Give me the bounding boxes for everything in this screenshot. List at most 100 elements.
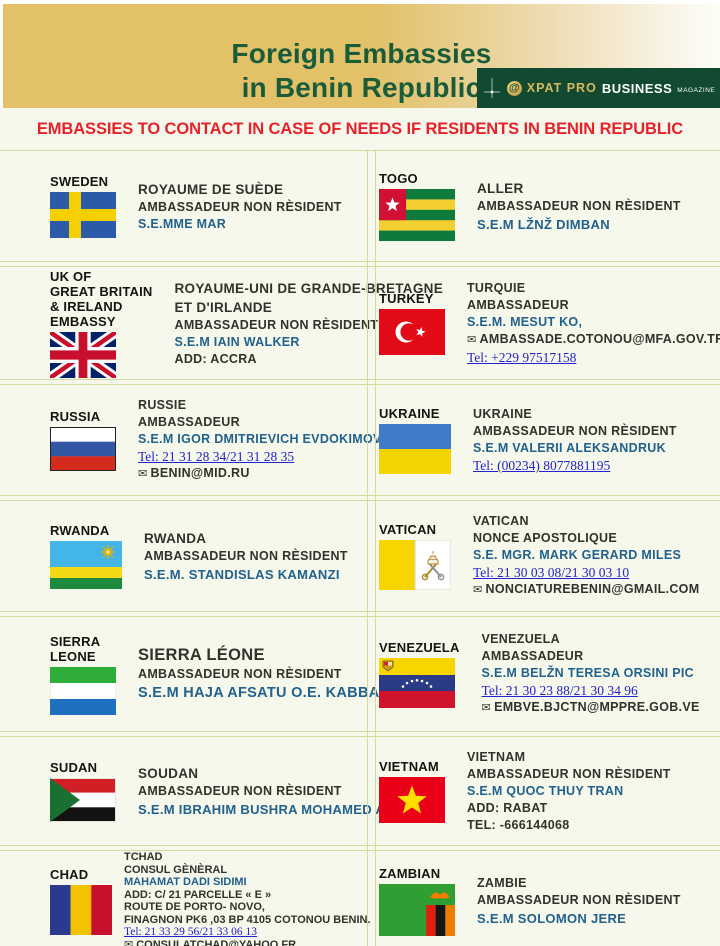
embassy-cell-rwanda: RWANDA RWANDA AMBASSADEUR NON RÈSIDENT S.E.… bbox=[0, 501, 367, 611]
embassy-details: UKRAINE AMBASSADEUR NON RÈSIDENT S.E.M VAL… bbox=[473, 406, 677, 474]
flag-label-block: UKRAINE bbox=[379, 406, 451, 474]
embassy-cell-sudan: SUDAN SOUDAN AMBASSADEUR NON RÈSIDENT S.E.M… bbox=[0, 737, 397, 845]
tel-link[interactable]: Tel: (00234) 8077881195 bbox=[473, 458, 611, 473]
embassy-line: AMBASSADEUR bbox=[467, 298, 569, 312]
embassy-line: ALLER bbox=[477, 180, 524, 196]
embassy-line: AMBASSADEUR NON RÈSIDENT bbox=[477, 892, 681, 907]
embassy-cell-russia: RUSSIA RUSSIE AMBASSADEUR S.E.M IGOR DMITRI… bbox=[0, 385, 381, 495]
embassy-line: S.E.M. STANDISLAS KAMANZI bbox=[144, 566, 340, 582]
embassy-cell-togo: TOGO ALLER AMBASSADEUR NON RÈSIDENT S.E.M L… bbox=[367, 151, 720, 261]
tel-link[interactable]: Tel: 21 31 28 34/21 31 28 35 bbox=[138, 449, 295, 464]
embassy-line: MAHAMAT DADI SIDIMI bbox=[124, 876, 247, 888]
vietnam-flag-icon bbox=[379, 777, 445, 823]
country-label: VATICAN bbox=[379, 522, 437, 537]
embassy-line: TEL: -666144068 bbox=[467, 817, 570, 832]
embassy-line: ADD: RABAT bbox=[467, 800, 548, 815]
embassy-line: UKRAINE bbox=[473, 407, 533, 421]
embassy-row: UK OF GREAT BRITAIN & IRELAND EMBASSY ROYAUM… bbox=[0, 266, 720, 382]
embassy-line: ET D'IRLANDE bbox=[174, 299, 273, 315]
page-title-line2: in Benin Republic bbox=[241, 72, 482, 103]
embassy-line: NONCE APOSTOLIQUE bbox=[473, 531, 618, 545]
embassy-line: AMBASSADEUR bbox=[481, 649, 584, 663]
embassy-line: SIERRA LÉONE bbox=[138, 646, 265, 664]
embassy-cell-uk: UK OF GREAT BRITAIN & IRELAND EMBASSY ROYAUM… bbox=[0, 267, 443, 382]
expat-at-icon: @ bbox=[506, 80, 522, 96]
embassy-details: SOUDAN AMBASSADEUR NON RÈSIDENT S.E.M IBRA… bbox=[138, 764, 397, 819]
flag-label-block: SWEDEN bbox=[50, 174, 116, 238]
country-label: VIETNAM bbox=[379, 759, 439, 774]
embassy-row: RUSSIA RUSSIE AMBASSADEUR S.E.M IGOR DMITRI… bbox=[0, 384, 720, 496]
embassy-cell-zambia: ZAMBIAN ZAMBIE AMBASSADEUR NON RÈSIDENT S.E… bbox=[367, 851, 720, 946]
venezuela-flag-icon bbox=[379, 658, 460, 708]
envelope-icon: ✉ bbox=[138, 468, 148, 480]
tel-link[interactable]: Tel: +229 97517158 bbox=[467, 350, 577, 365]
sierra_leone-flag-icon bbox=[49, 666, 117, 715]
flag-label-block: SIERRA LEONE bbox=[49, 634, 117, 715]
email-line: ✉ NONCIATUREBENIN@GMAIL.COM bbox=[473, 582, 700, 596]
embassy-line: VIETNAM bbox=[467, 749, 526, 764]
togo-flag-icon bbox=[379, 189, 455, 241]
zambia-flag-icon bbox=[379, 884, 455, 936]
header-band: Foreign Embassies in Benin Republic @ XP… bbox=[0, 4, 720, 108]
banner: EMBASSIES TO CONTACT IN CASE OF NEEDS IF… bbox=[0, 108, 720, 150]
embassy-line: ADD: ACCRA bbox=[174, 351, 257, 366]
tel-link[interactable]: Tel: 21 33 29 56/21 33 06 13 bbox=[124, 926, 258, 938]
embassy-cell-vietnam: VIETNAM VIETNAM AMBASSADEUR NON RÈSIDENT S.… bbox=[367, 737, 720, 845]
embassy-cell-ukraine: UKRAINE UKRAINE AMBASSADEUR NON RÈSIDENT S.… bbox=[367, 385, 720, 495]
tel-link[interactable]: Tel: 21 30 23 88/21 30 34 96 bbox=[481, 683, 638, 698]
embassy-line: VATICAN bbox=[473, 514, 529, 528]
banner-title: EMBASSIES TO CONTACT IN CASE OF NEEDS IF… bbox=[36, 119, 684, 138]
tel-link[interactable]: Tel: 21 30 03 08/21 30 03 10 bbox=[473, 565, 630, 580]
embassy-line: S.E.M IGOR DMITRIEVICH EVDOKIMOV bbox=[138, 432, 382, 446]
envelope-icon: ✉ bbox=[467, 334, 477, 346]
embassy-details: RWANDA AMBASSADEUR NON RÈSIDENT S.E.M. STA… bbox=[144, 529, 348, 584]
embassy-line: AMBASSADEUR NON RÈSIDENT bbox=[174, 317, 379, 332]
page-title: Foreign Embassies in Benin Republic bbox=[3, 37, 720, 105]
embassy-details: ROYAUME DE SUÈDE AMBASSADEUR NON RÈSIDENT… bbox=[138, 180, 342, 233]
embassy-line: RWANDA bbox=[144, 530, 207, 546]
embassy-line: S.E.M IBRAHIM BUSHRA MOHAMED ALI bbox=[138, 801, 398, 817]
embassy-line: FINAGNON PK6 ,03 BP 4105 COTONOU BENIN. bbox=[124, 913, 371, 926]
embassy-details: SIERRA LÉONE AMBASSADEUR NON RÈSIDENT S.E.… bbox=[138, 644, 379, 704]
flag-label-block: UK OF GREAT BRITAIN & IRELAND EMBASSY bbox=[47, 268, 153, 382]
country-label: GREAT BRITAIN bbox=[50, 283, 153, 299]
country-label: UK OF bbox=[50, 268, 92, 284]
flag-label-block: CHAD bbox=[50, 867, 112, 935]
flag-label-block: SUDAN bbox=[50, 760, 116, 822]
envelope-icon: ✉ bbox=[473, 584, 483, 596]
embassy-line: ADD: C/ 21 PARCELLE « E » bbox=[124, 888, 272, 901]
flag-label-block: VENEZUELA bbox=[379, 640, 460, 708]
email-line: ✉ AMBASSADE.COTONOU@MFA.GOV.TR bbox=[467, 332, 720, 346]
vatican-flag-icon bbox=[379, 539, 452, 591]
vertical-divider bbox=[367, 150, 376, 946]
embassy-cell-venezuela: VENEZUELA VENEZUELA AMBASSADEUR S.E.M BELŽN… bbox=[367, 617, 720, 731]
embassy-line: ROYAUME DE SUÈDE bbox=[138, 181, 284, 197]
embassy-line: S.E.M BELŽN TERESA ORSINI PIC bbox=[481, 666, 694, 680]
country-label: RWANDA bbox=[50, 523, 110, 538]
country-label: TURKEY bbox=[379, 291, 434, 306]
embassy-details: VIETNAM AMBASSADEUR NON RÈSIDENT S.E.M QUO… bbox=[467, 749, 671, 834]
top-white-strip bbox=[0, 0, 720, 4]
page-title-line1: Foreign Embassies bbox=[231, 38, 492, 69]
ukraine-flag-icon bbox=[379, 424, 451, 474]
logo-brand-text: XPAT PRO bbox=[526, 81, 597, 95]
logo-small-text: MAGAZINE bbox=[677, 86, 716, 94]
uk-flag-icon bbox=[47, 327, 153, 382]
embassy-line: AMBASSADEUR NON RÈSIDENT bbox=[473, 424, 677, 438]
embassy-details: TCHAD CONSUL GÈNÈRAL MAHAMAT DADI SIDIMI AD… bbox=[124, 851, 371, 946]
sudan-flag-icon bbox=[50, 778, 116, 822]
embassy-details: VENEZUELA AMBASSADEUR S.E.M BELŽN TERESA O… bbox=[482, 631, 700, 717]
embassy-line: SOUDAN bbox=[138, 765, 199, 781]
embassy-line: AMBASSADEUR NON RÈSIDENT bbox=[138, 199, 342, 214]
embassy-line: AMBASSADEUR NON RÈSIDENT bbox=[138, 783, 342, 798]
embassy-details: ALLER AMBASSADEUR NON RÈSIDENT S.E.M LŽNŽ … bbox=[477, 179, 681, 234]
embassy-line: S.E.M QUOC THUY TRAN bbox=[467, 783, 624, 798]
embassy-cell-chad: CHAD TCHAD CONSUL GÈNÈRAL MAHAMAT DADI SIDI… bbox=[0, 851, 371, 946]
embassy-line: S.E.MME MAR bbox=[138, 216, 227, 231]
embassy-details: RUSSIE AMBASSADEUR S.E.M IGOR DMITRIEVICH … bbox=[138, 397, 382, 483]
embassy-line: S.E.M SOLOMON JERE bbox=[477, 910, 627, 926]
email-line: ✉ EMBVE.BJCTN@MPPRE.GOB.VE bbox=[481, 700, 700, 714]
embassy-line: ROUTE DE PORTO- NOVO, bbox=[124, 901, 265, 913]
flag-label-block: TOGO bbox=[379, 171, 455, 241]
embassy-line: S.E.M HAJA AFSATU O.E. KABBA bbox=[138, 685, 380, 701]
